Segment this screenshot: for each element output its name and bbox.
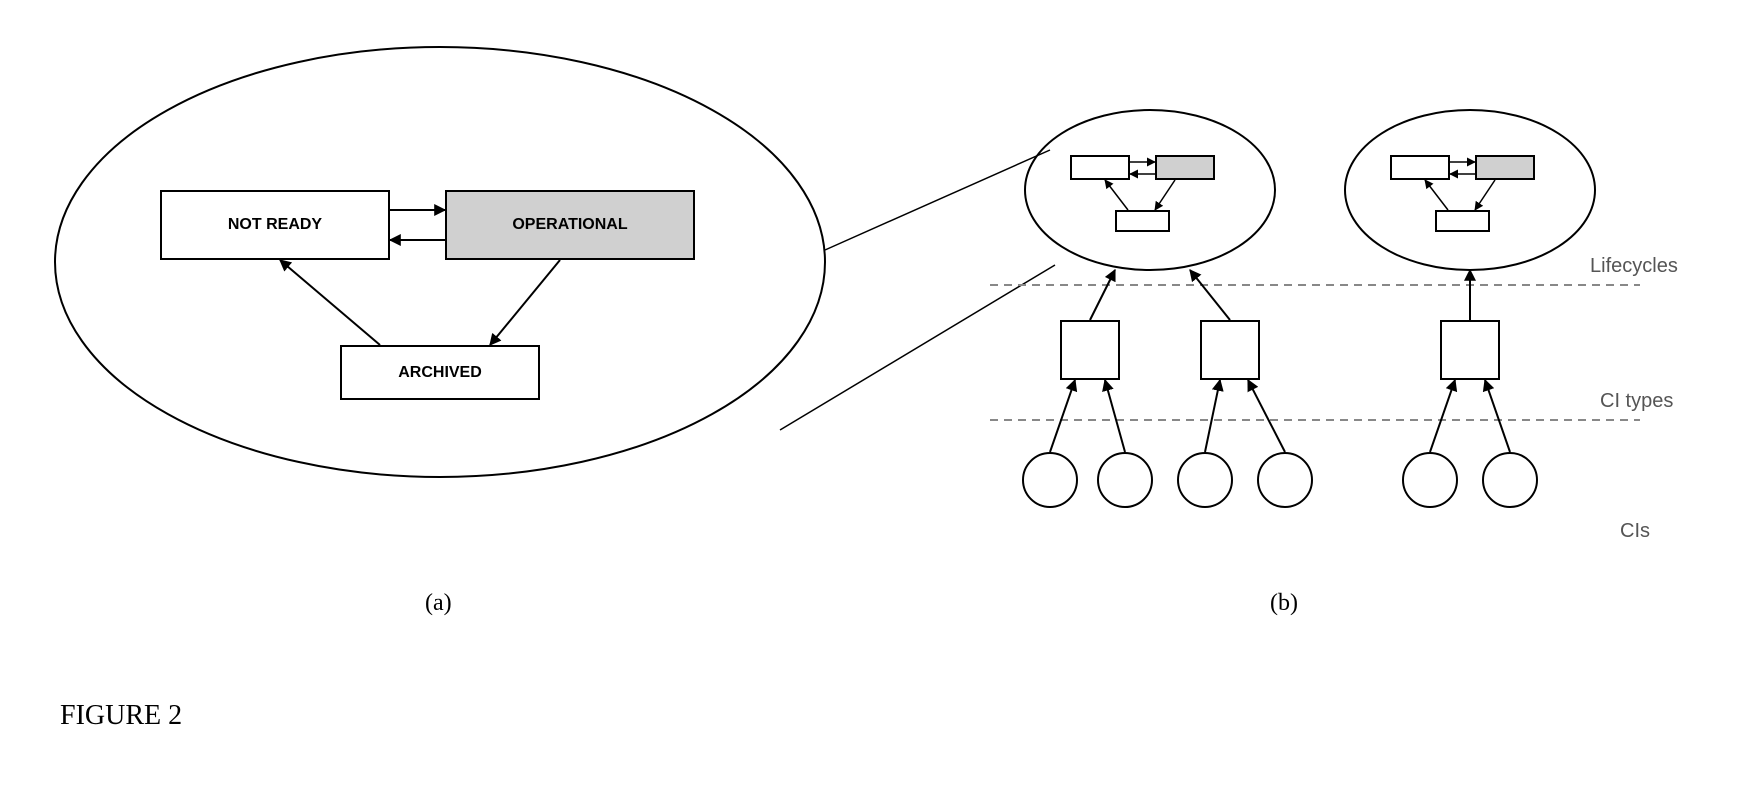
ci-ci1: [1022, 452, 1078, 508]
ci-ci5: [1402, 452, 1458, 508]
figure-title: FIGURE 2: [60, 700, 182, 732]
svg-layer: [0, 0, 1753, 796]
ci-ci6: [1482, 452, 1538, 508]
lc2-mini-box-2: [1435, 210, 1490, 232]
label-ci-types: CI types: [1600, 390, 1673, 413]
lc1-mini-box-2: [1115, 210, 1170, 232]
figure-2-canvas: NOT READY OPERATIONAL ARCHIVED Lifecycle…: [0, 0, 1753, 796]
label-lifecycles: Lifecycles: [1590, 255, 1678, 278]
ci-ci2: [1097, 452, 1153, 508]
label-cis: CIs: [1620, 520, 1650, 543]
lc2-mini-box-1: [1475, 155, 1535, 180]
ci-ci3: [1177, 452, 1233, 508]
state-not-ready: NOT READY: [160, 190, 390, 260]
state-operational: OPERATIONAL: [445, 190, 695, 260]
ci-type-ct2: [1200, 320, 1260, 380]
caption-b: (b): [1270, 590, 1298, 617]
lc1-mini-box-0: [1070, 155, 1130, 180]
state-archived: ARCHIVED: [340, 345, 540, 400]
ci-type-ct1: [1060, 320, 1120, 380]
ci-type-ct3: [1440, 320, 1500, 380]
lc1-mini-box-1: [1155, 155, 1215, 180]
caption-a: (a): [425, 590, 452, 617]
lc2-mini-box-0: [1390, 155, 1450, 180]
ci-ci4: [1257, 452, 1313, 508]
